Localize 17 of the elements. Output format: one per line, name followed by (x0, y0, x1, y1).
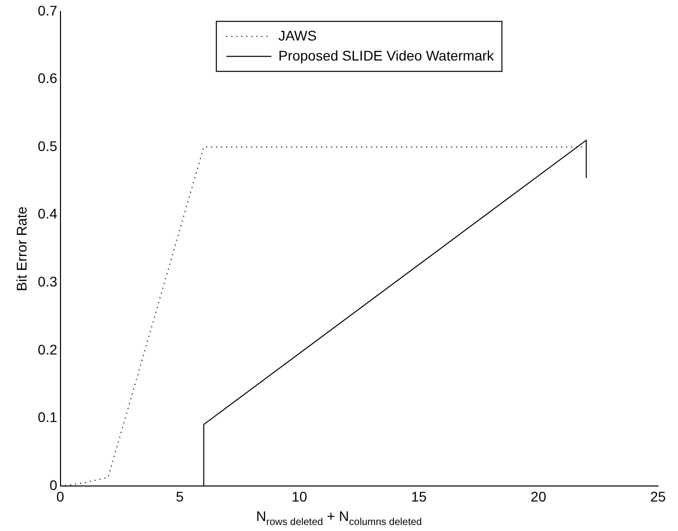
y-tick-label: 0.2 (38, 341, 58, 358)
x-tick-label: 20 (530, 488, 546, 504)
y-tick-label: 0 (49, 477, 58, 494)
legend-label: JAWS (278, 27, 317, 44)
y-tick-label: 0.1 (38, 409, 58, 426)
y-tick-label: 0.4 (38, 206, 58, 222)
x-tick-label: 10 (292, 488, 308, 504)
x-tick-label: 25 (650, 488, 666, 504)
y-tick-label: 0.7 (38, 2, 58, 18)
y-tick-label: 0.3 (38, 274, 58, 290)
y-tick-label: 0.6 (38, 70, 58, 86)
x-axis-title: N$_{rows deleted}$ + N$_{columns deleted}$ (255, 508, 423, 528)
y-tick-label: 0.5 (38, 138, 58, 154)
legend-label: Proposed SLIDE Video Watermark (278, 47, 495, 64)
x-tick-label: 15 (411, 488, 427, 504)
y-axis-title: Bit Error Rate (13, 206, 30, 292)
x-tick-label: 5 (176, 488, 184, 504)
